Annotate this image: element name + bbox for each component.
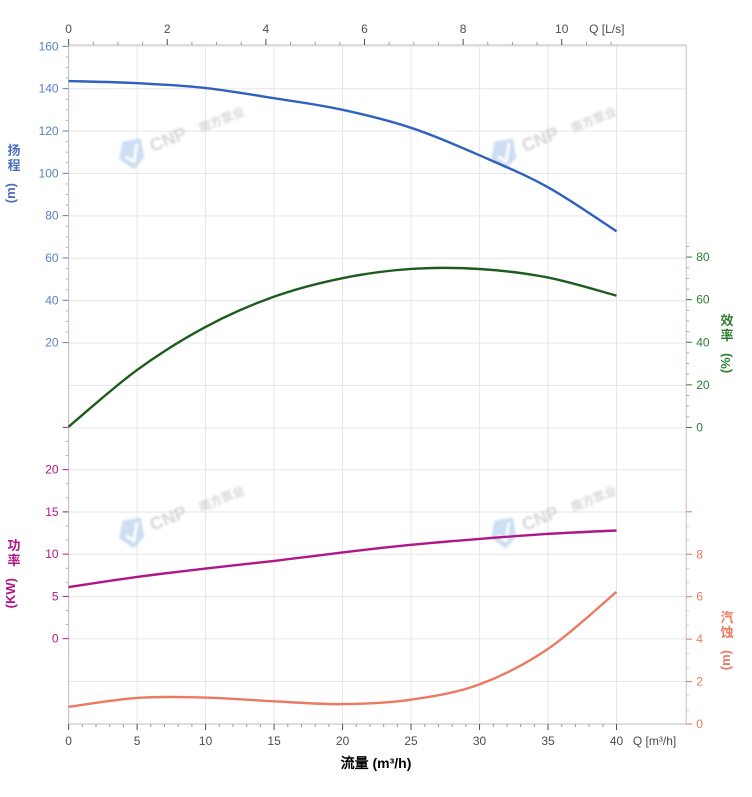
svg-text:60: 60 (696, 293, 710, 307)
svg-text:5: 5 (134, 734, 141, 748)
svg-text:20: 20 (696, 378, 710, 392)
svg-text:120: 120 (39, 124, 59, 138)
svg-text:10: 10 (45, 547, 59, 561)
svg-text:40: 40 (610, 734, 624, 748)
svg-text:5: 5 (52, 589, 59, 603)
svg-text:Q [L/s]: Q [L/s] (589, 22, 624, 36)
svg-text:4: 4 (696, 632, 703, 646)
svg-text:40: 40 (45, 293, 59, 307)
svg-text:25: 25 (404, 734, 418, 748)
svg-text:35: 35 (541, 734, 555, 748)
svg-text:30: 30 (473, 734, 487, 748)
svg-text:2: 2 (164, 22, 171, 36)
svg-text:6: 6 (696, 590, 703, 604)
svg-text:0: 0 (696, 420, 703, 434)
svg-text:Q [m³/h]: Q [m³/h] (633, 734, 676, 748)
svg-text:100: 100 (39, 166, 59, 180)
svg-text:20: 20 (336, 734, 350, 748)
svg-text:20: 20 (45, 463, 59, 477)
svg-text:0: 0 (65, 734, 72, 748)
svg-text:60: 60 (45, 251, 59, 265)
svg-text:0: 0 (696, 717, 703, 731)
svg-text:10: 10 (199, 734, 213, 748)
svg-text:40: 40 (696, 335, 710, 349)
svg-text:140: 140 (39, 82, 59, 96)
svg-text:2: 2 (696, 675, 703, 689)
svg-text:80: 80 (45, 209, 59, 223)
svg-text:8: 8 (696, 547, 703, 561)
svg-text:80: 80 (696, 250, 710, 264)
svg-text:160: 160 (39, 39, 59, 53)
svg-text:0: 0 (65, 22, 72, 36)
svg-text:8: 8 (460, 22, 467, 36)
svg-text:6: 6 (361, 22, 368, 36)
svg-text:15: 15 (267, 734, 281, 748)
svg-text:0: 0 (52, 632, 59, 646)
svg-text:10: 10 (555, 22, 569, 36)
svg-text:20: 20 (45, 336, 59, 350)
svg-text:4: 4 (263, 22, 270, 36)
svg-text:15: 15 (45, 505, 59, 519)
